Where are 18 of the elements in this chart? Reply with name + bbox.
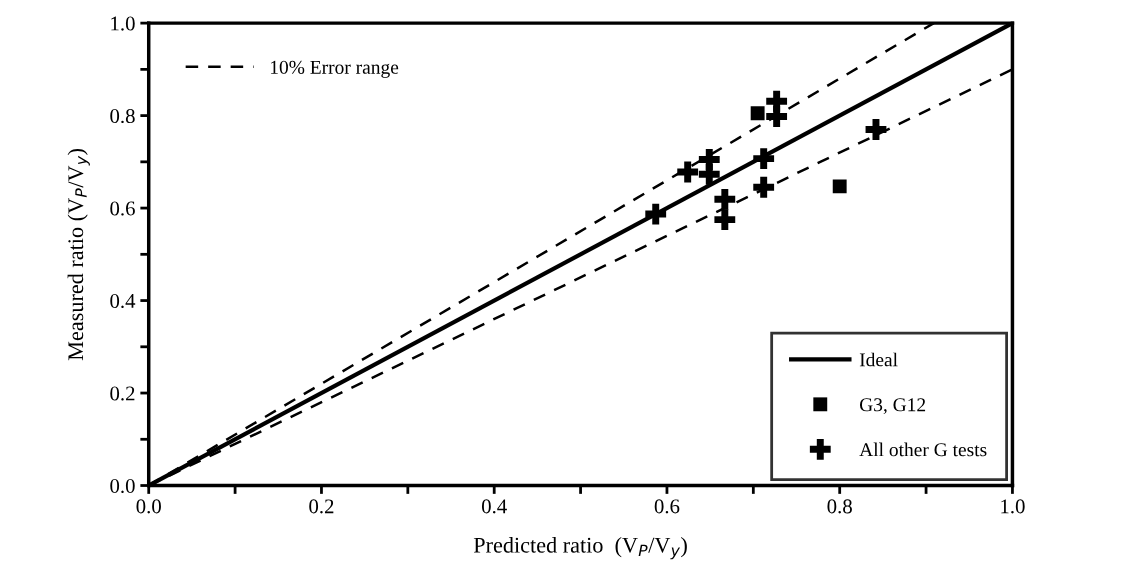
x-tick-label: 0.8 [827, 499, 852, 514]
legend-label: 10% Error range [270, 60, 399, 78]
legend-label: All other G tests [859, 442, 987, 457]
legend-label: Ideal [859, 352, 898, 367]
x-tick-label: 0.4 [481, 499, 507, 514]
x-tick-label: 0.6 [654, 499, 680, 514]
y-tick-label: 0.8 [110, 108, 135, 124]
x-tick-label: 0.2 [309, 499, 334, 514]
y-tick-label: 0.6 [110, 201, 135, 216]
legend-label: G3, G12 [859, 398, 926, 415]
y-tick-label: 1.0 [111, 16, 135, 31]
y-axis-title: Measured ratio (V$_{P}$/V$_{y}$) [67, 148, 90, 361]
y-tick-label: 0.2 [110, 386, 135, 401]
x-tick-label: 0.0 [136, 499, 161, 514]
x-tick-label: 1.0 [1001, 499, 1025, 514]
x-axis-title: Predicted ratio (V$_{P}$/V$_{y}$) [473, 537, 687, 560]
y-tick-label: 0.0 [110, 478, 135, 494]
y-tick-label: 0.4 [110, 293, 136, 309]
